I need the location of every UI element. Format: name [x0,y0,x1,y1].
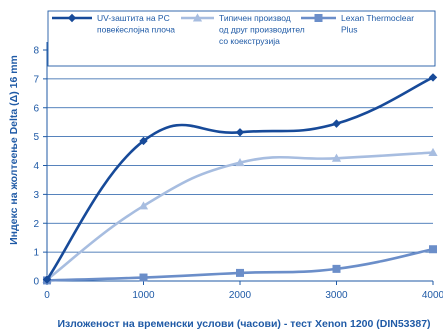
legend-label: UV-заштита на PC [97,13,170,23]
legend-label: од друг производител [219,25,305,35]
y-axis-title: Индекс на жолтеење Delta (Δ) 16 mm [8,55,20,245]
y-tick-label: 5 [33,132,39,143]
series-2 [42,147,438,284]
series-line [45,151,435,281]
data-point [139,273,148,282]
x-tick-label: 4000 [422,290,443,301]
y-tick-label: 6 [33,103,39,114]
data-series [42,73,438,285]
x-axis-title: Изложеност на временски услови (часови) … [57,318,430,330]
legend-label: Lexan Thermoclear [341,13,414,23]
legend-label: Plus [341,25,358,35]
grid-lines [47,49,433,253]
y-tick-label: 8 [33,46,39,57]
x-tick-label: 1000 [132,290,155,301]
tick-labels: 0 1 2 3 4 5 6 7 8 0 1000 2000 3000 4000 [33,46,443,302]
data-point [332,264,341,273]
data-point [332,119,341,128]
x-tick-label: 0 [44,290,50,301]
data-point [138,201,149,210]
y-tick-label: 2 [33,219,39,230]
data-point [42,275,52,284]
y-tick-label: 0 [33,277,39,288]
legend-marker [192,13,203,22]
data-point [139,136,148,146]
data-point [428,147,438,156]
data-point [428,73,438,82]
series-1 [42,73,438,284]
legend-label: повеќеслојна плоча [97,25,175,35]
series-3 [43,245,437,285]
data-point [429,245,437,254]
y-tick-label: 3 [33,190,39,201]
legend-box [47,10,436,67]
data-point [236,268,244,277]
legend: UV-заштита на PC повеќеслојна плоча Типиче… [47,10,436,67]
legend-marker [67,13,77,23]
y-tick-label: 4 [33,161,39,172]
y-tick-label: 1 [33,248,39,259]
data-point [235,128,245,137]
legend-label: со коекструзија [219,36,280,46]
axes [43,42,434,285]
x-tick-label: 3000 [325,290,348,301]
legend-label: Типичен производ [219,13,291,23]
legend-marker [314,14,323,22]
data-point [235,158,245,167]
x-tick-label: 2000 [229,290,252,301]
y-tick-label: 7 [33,74,39,85]
series-line [45,76,435,281]
data-point [331,153,342,162]
